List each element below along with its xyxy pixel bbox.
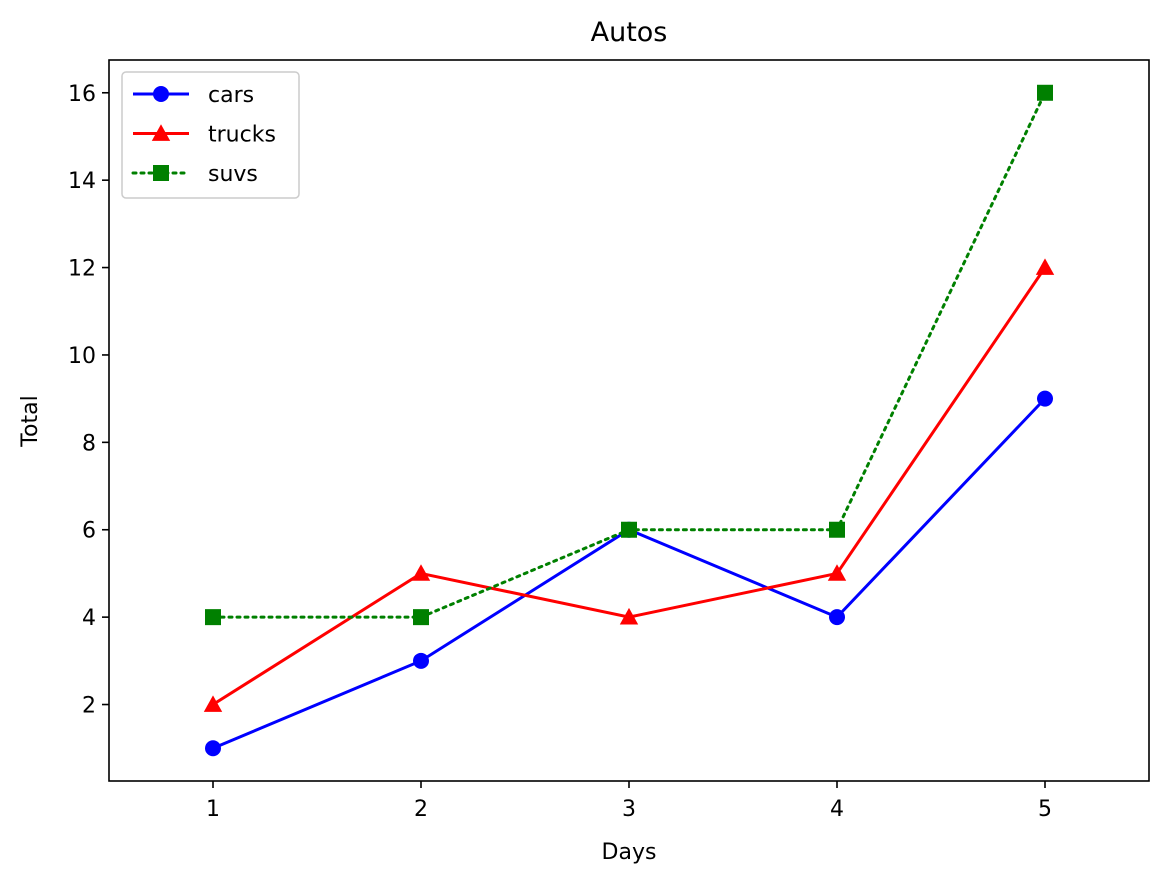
data-point: [827, 564, 847, 581]
x-axis-ticks: 1 2 3 4 5: [206, 781, 1052, 822]
y-tick-label: 10: [68, 344, 96, 369]
data-point: [619, 607, 639, 625]
data-point: [413, 609, 429, 626]
y-axis-ticks: 2 4 6 8 10 12 14 16: [68, 82, 109, 719]
series-suvs: [205, 84, 1053, 626]
data-point: [621, 521, 637, 538]
data-point: [411, 564, 431, 581]
data-point: [151, 124, 171, 141]
y-tick-label: 8: [82, 431, 96, 456]
legend-label: suvs: [208, 162, 258, 187]
y-tick-label: 6: [82, 519, 96, 544]
data-point: [829, 609, 845, 626]
x-tick-label: 5: [1038, 797, 1052, 822]
legend-item-suvs: suvs: [131, 162, 258, 187]
data-point: [829, 521, 845, 538]
x-axis-label: Days: [602, 840, 657, 865]
data-point: [1037, 390, 1053, 407]
data-point: [153, 86, 169, 102]
y-axis-label: Total: [18, 395, 43, 447]
legend-label: cars: [208, 83, 254, 108]
x-tick-label: 1: [206, 797, 220, 822]
y-tick-label: 4: [82, 606, 96, 631]
x-tick-label: 3: [622, 797, 636, 822]
data-point: [205, 609, 221, 626]
data-point: [1037, 84, 1053, 101]
y-tick-label: 16: [68, 82, 96, 107]
data-point: [1035, 258, 1055, 275]
plot-area-frame: [108, 59, 1150, 782]
x-tick-label: 4: [830, 797, 844, 822]
legend: cars trucks suvs: [121, 71, 300, 199]
y-tick-label: 12: [68, 257, 96, 282]
y-tick-label: 14: [68, 169, 96, 194]
legend-label: trucks: [208, 123, 276, 148]
chart-title: Autos: [591, 17, 668, 48]
data-point: [205, 740, 221, 757]
series-layer: [203, 84, 1055, 757]
legend-item-cars: cars: [133, 83, 254, 108]
data-point: [413, 652, 429, 669]
data-point: [153, 165, 169, 181]
x-tick-label: 2: [414, 797, 428, 822]
data-point: [203, 695, 223, 712]
legend-item-trucks: trucks: [133, 123, 276, 148]
y-tick-label: 2: [82, 694, 96, 719]
